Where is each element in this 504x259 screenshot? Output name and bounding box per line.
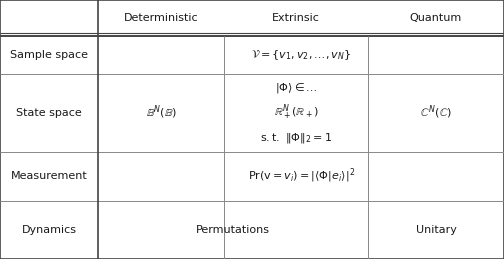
- Text: $\mathrm{Pr}(\mathsf{v} = v_i) = |\langle\Phi|e_i\rangle|^2$: $\mathrm{Pr}(\mathsf{v} = v_i) = |\langl…: [247, 167, 355, 185]
- Text: Dynamics: Dynamics: [22, 225, 77, 235]
- Text: Deterministic: Deterministic: [124, 13, 199, 23]
- Text: Measurement: Measurement: [11, 171, 88, 181]
- Text: $|\Phi\rangle \in \ldots$: $|\Phi\rangle \in \ldots$: [275, 81, 318, 95]
- Text: $\mathrm{s.t.}\ \|\Phi\|_2 = 1$: $\mathrm{s.t.}\ \|\Phi\|_2 = 1$: [260, 131, 332, 145]
- Text: $\mathcal{V} = \{v_1, v_2, \ldots, v_N\}$: $\mathcal{V} = \{v_1, v_2, \ldots, v_N\}…: [251, 48, 351, 62]
- Text: Unitary: Unitary: [415, 225, 457, 235]
- Text: Quantum: Quantum: [410, 13, 462, 23]
- Text: State space: State space: [16, 108, 82, 118]
- Text: $\mathbb{B}^N(\mathbb{B})$: $\mathbb{B}^N(\mathbb{B})$: [146, 104, 177, 121]
- Text: Extrinsic: Extrinsic: [272, 13, 320, 23]
- Text: Sample space: Sample space: [10, 50, 88, 60]
- Text: $\mathbb{R}^N_+(\mathbb{R}_+)$: $\mathbb{R}^N_+(\mathbb{R}_+)$: [274, 103, 319, 123]
- Text: $\mathbb{C}^N(\mathbb{C})$: $\mathbb{C}^N(\mathbb{C})$: [420, 104, 452, 121]
- Text: Permutations: Permutations: [196, 225, 270, 235]
